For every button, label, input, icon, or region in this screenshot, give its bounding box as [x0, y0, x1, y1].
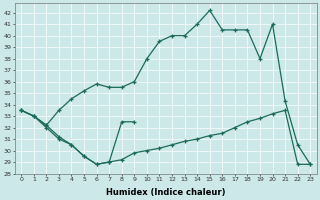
X-axis label: Humidex (Indice chaleur): Humidex (Indice chaleur)	[106, 188, 226, 197]
